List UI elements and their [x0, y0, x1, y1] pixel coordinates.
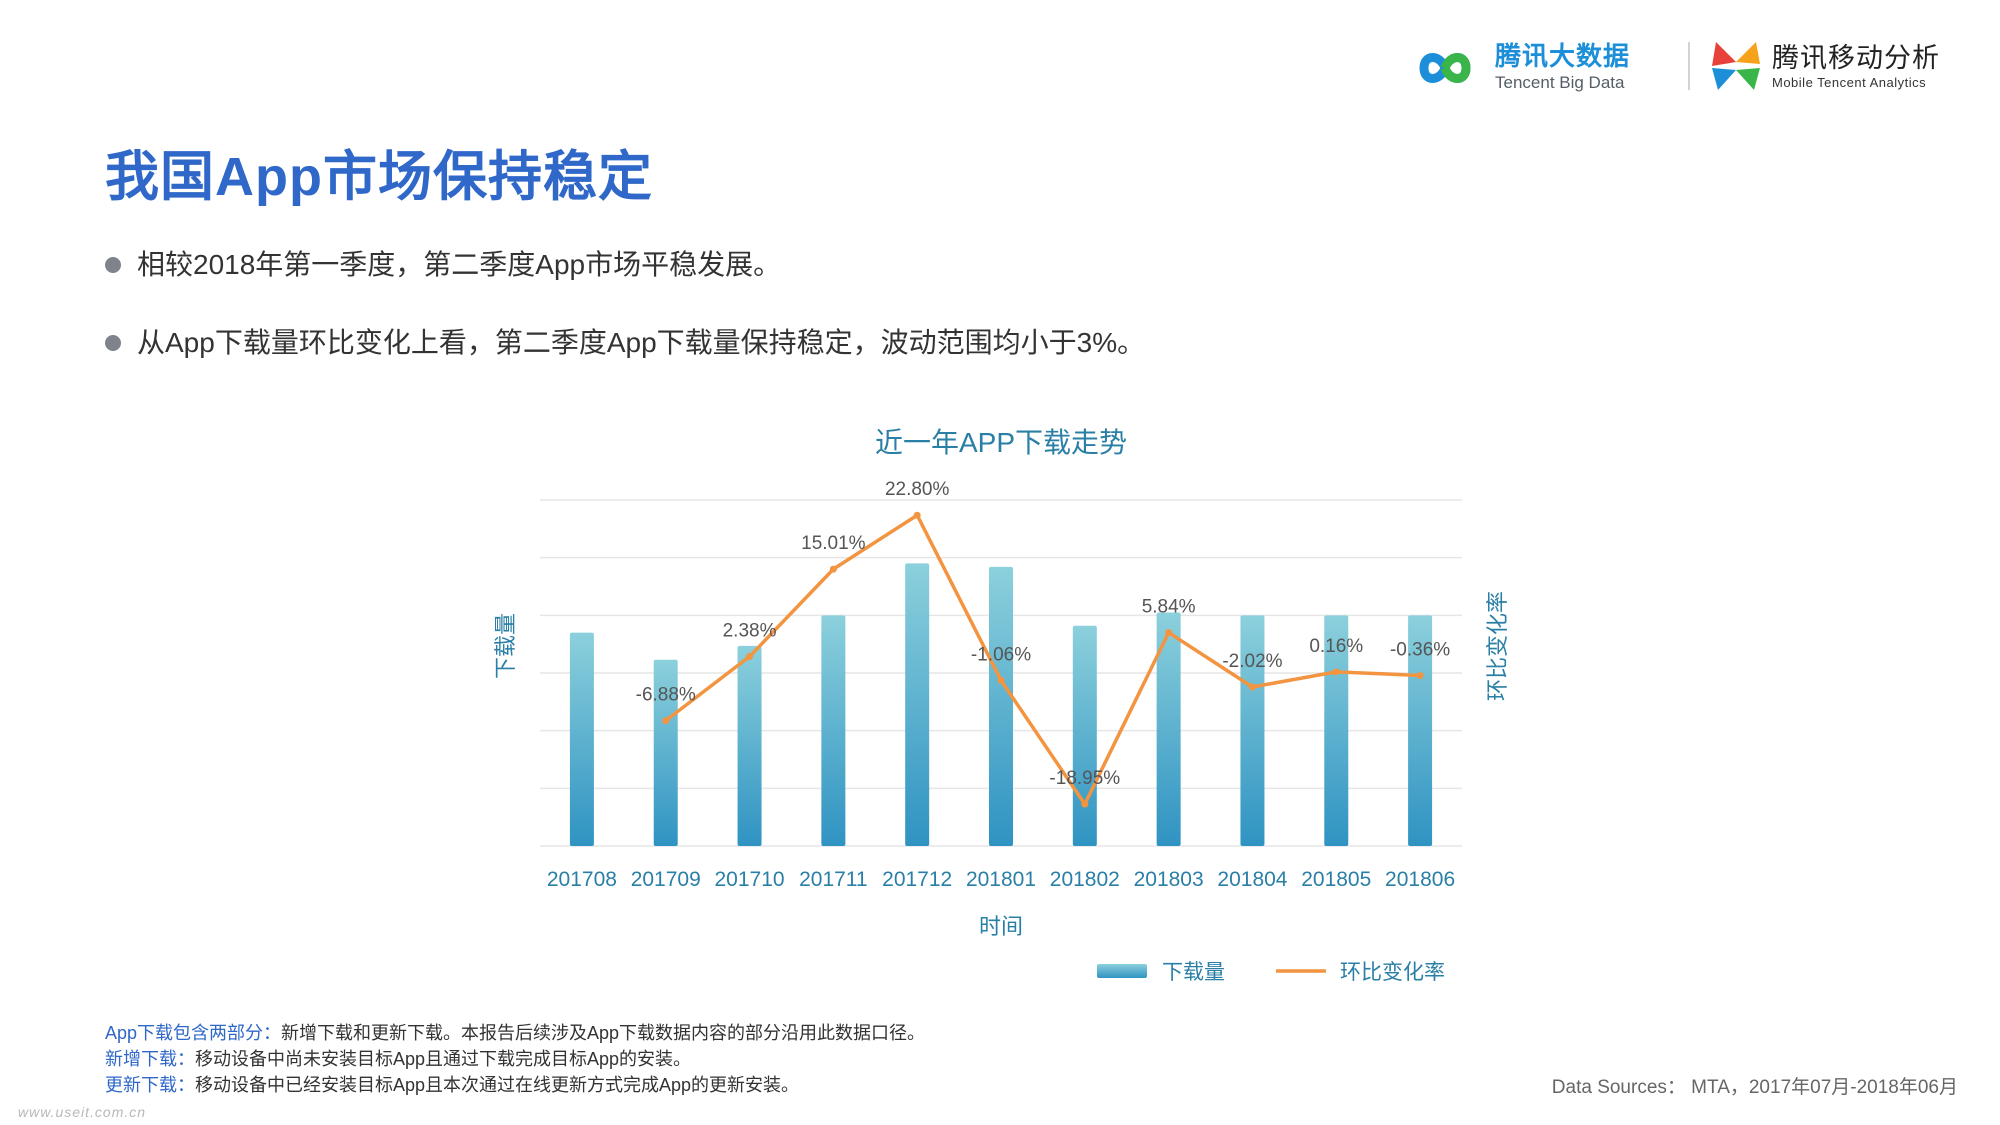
bar-201709	[653, 659, 678, 846]
bullet-dot-icon	[105, 257, 121, 273]
page-title: 我国App市场保持稳定	[105, 147, 653, 207]
bullet-dot-icon	[105, 335, 121, 351]
data-label: 0.16%	[1309, 636, 1363, 657]
bar-201803	[1156, 612, 1181, 846]
x-tick-label: 201802	[1050, 868, 1120, 891]
data-label: 5.84%	[1142, 597, 1196, 618]
bar-201802	[1072, 625, 1097, 846]
x-tick-label: 201711	[799, 868, 868, 891]
x-tick-label: 201805	[1301, 868, 1371, 891]
bullet-item: 从App下载量环比变化上看，第二季度App下载量保持稳定，波动范围均小于3%。	[105, 323, 1605, 363]
footnote-line: 新增下载：移动设备中尚未安装目标App且通过下载完成目标App的安装。	[105, 1046, 1305, 1072]
x-tick-label: 201710	[715, 868, 785, 891]
data-source: Data Sources： MTA，2017年07月-2018年06月	[1551, 1077, 1958, 1098]
logo-right-title: 腾讯移动分析	[1772, 43, 1940, 73]
legend-label-line: 环比变化率	[1340, 961, 1445, 984]
data-label: 2.38%	[723, 621, 777, 642]
line-point-201804	[1248, 683, 1256, 691]
data-label: -6.88%	[636, 685, 696, 706]
x-tick-label: 201709	[631, 868, 701, 891]
y-axis-title-right: 环比变化率	[1485, 591, 1510, 701]
line-point-201710	[746, 653, 754, 661]
line-point-201801	[997, 676, 1005, 684]
line-point-201711	[829, 565, 837, 573]
x-axis-title: 时间	[979, 914, 1023, 939]
line-series-mom	[664, 513, 1421, 806]
x-tick-label: 201804	[1217, 868, 1287, 891]
x-tick-label: 201801	[966, 868, 1036, 891]
footnote-text: 移动设备中已经安装目标App且本次通过在线更新方式完成App的更新安装。	[195, 1075, 800, 1095]
line-point-201803	[1165, 629, 1173, 637]
bullet-text: 相较2018年第一季度，第二季度App市场平稳发展。	[137, 249, 782, 280]
bar-201710	[737, 645, 762, 846]
data-label: 22.80%	[885, 479, 950, 500]
legend-swatch-bar	[1097, 964, 1147, 978]
logo-divider	[1688, 42, 1690, 90]
bullet-text: 从App下载量环比变化上看，第二季度App下载量保持稳定，波动范围均小于3%。	[137, 327, 1146, 358]
bullet-list: 相较2018年第一季度，第二季度App市场平稳发展。 从App下载量环比变化上看…	[105, 245, 1605, 401]
footnotes: App下载包含两部分：新增下载和更新下载。本报告后续涉及App下载数据内容的部分…	[105, 1020, 1305, 1098]
data-label: 15.01%	[801, 533, 866, 554]
infinity-logo-icon	[1419, 53, 1471, 83]
pinwheel-logo-icon	[1712, 42, 1760, 90]
logo-right-subtitle: Mobile Tencent Analytics	[1772, 75, 1927, 90]
footnote-label: 更新下载：	[105, 1075, 195, 1095]
tencent-big-data-logo: 腾讯大数据 Tencent Big Data	[1400, 38, 1660, 98]
watermark: www.useit.com.cn	[18, 1104, 147, 1120]
bar-201804	[1240, 615, 1265, 846]
x-tick-label: 201803	[1134, 868, 1204, 891]
line-point-201802	[1081, 800, 1089, 808]
footnote-line: 更新下载：移动设备中已经安装目标App且本次通过在线更新方式完成App的更新安装…	[105, 1072, 1305, 1098]
line-point-201806	[1416, 671, 1424, 679]
line-point-201712	[913, 511, 921, 519]
bar-201712	[905, 563, 930, 846]
x-tick-label: 201806	[1385, 868, 1455, 891]
data-label: -1.06%	[971, 644, 1031, 665]
footnote-text: 新增下载和更新下载。本报告后续涉及App下载数据内容的部分沿用此数据口径。	[281, 1023, 926, 1043]
logo-left-subtitle: Tencent Big Data	[1495, 73, 1625, 92]
data-label: -18.95%	[1049, 768, 1120, 789]
bar-201711	[821, 615, 846, 846]
footnote-label: App下载包含两部分：	[105, 1023, 282, 1043]
bar-201806	[1408, 615, 1433, 846]
logo-left-title: 腾讯大数据	[1495, 41, 1631, 71]
bar-201708	[569, 632, 594, 846]
x-tick-label: 201708	[547, 868, 617, 891]
bar-201801	[989, 566, 1013, 846]
footnote-line: App下载包含两部分：新增下载和更新下载。本报告后续涉及App下载数据内容的部分…	[105, 1020, 1305, 1046]
footnote-text: 移动设备中尚未安装目标App且通过下载完成目标App的安装。	[195, 1049, 692, 1069]
footnote-label: 新增下载：	[105, 1049, 195, 1069]
data-label: -0.36%	[1390, 639, 1450, 660]
x-tick-label: 201712	[882, 868, 952, 891]
legend-label-bar: 下载量	[1162, 961, 1225, 984]
y-axis-title-left: 下载量	[493, 613, 518, 679]
chart-title: 近一年APP下载走势	[875, 427, 1127, 458]
header-logos: 腾讯大数据 Tencent Big Data 腾讯移动分析 Mobile Ten…	[1400, 38, 1960, 98]
line-point-201805	[1332, 668, 1340, 676]
line-point-201709	[662, 717, 670, 725]
mobile-tencent-analytics-logo: 腾讯移动分析 Mobile Tencent Analytics	[1708, 38, 1960, 98]
bullet-item: 相较2018年第一季度，第二季度App市场平稳发展。	[105, 245, 1605, 285]
data-label: -2.02%	[1222, 651, 1282, 672]
